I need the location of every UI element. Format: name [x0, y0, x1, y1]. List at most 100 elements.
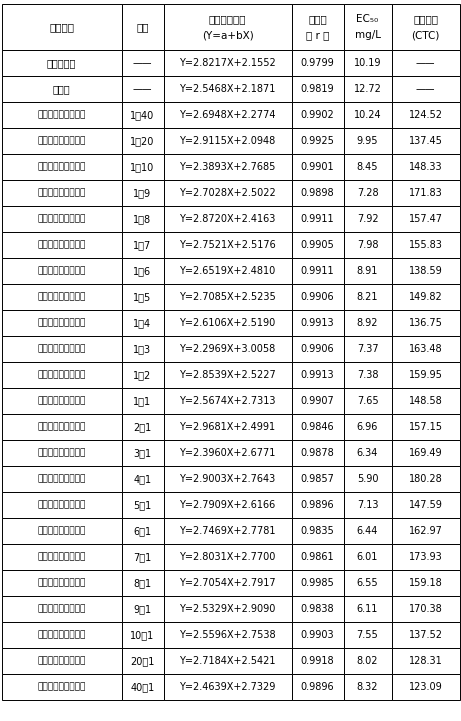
Text: Y=2.7054X+2.7917: Y=2.7054X+2.7917 [179, 578, 276, 588]
Bar [1, 232, 122, 258]
Text: Y=2.7028X+2.5022: Y=2.7028X+2.5022 [179, 188, 276, 198]
Text: 163.48: 163.48 [409, 344, 442, 354]
Text: 0.9846: 0.9846 [301, 422, 334, 432]
Text: 1：3: 1：3 [133, 344, 152, 354]
Text: (Y=a+bX): (Y=a+bX) [201, 30, 254, 40]
Text: 0.9896: 0.9896 [301, 500, 334, 510]
Text: 0.9911: 0.9911 [301, 266, 334, 276]
Text: 20：1: 20：1 [130, 656, 155, 666]
Text: 共毒系数: 共毒系数 [413, 14, 438, 24]
Text: 7.92: 7.92 [357, 214, 378, 224]
Text: 5：1: 5：1 [133, 500, 152, 510]
Bar [391, 310, 460, 336]
Text: 甲氧虫酰肼：吡丙醚: 甲氧虫酰肼：吡丙醚 [37, 423, 86, 431]
Text: EC₅₀: EC₅₀ [356, 14, 378, 24]
Bar [122, 76, 164, 102]
Bar [343, 544, 391, 570]
Text: 7.98: 7.98 [357, 240, 378, 250]
Text: 0.9903: 0.9903 [301, 630, 334, 640]
Text: 8.45: 8.45 [357, 162, 378, 172]
Text: 1：7: 1：7 [133, 240, 152, 250]
Bar [343, 206, 391, 232]
Text: 8.02: 8.02 [357, 656, 378, 666]
Bar [391, 492, 460, 518]
Text: 数 r 值: 数 r 值 [306, 30, 329, 40]
Bar [391, 544, 460, 570]
Text: 甲氧虫酰肼：吡丙醚: 甲氧虫酰肼：吡丙醚 [37, 578, 86, 588]
Bar [343, 180, 391, 206]
Bar [164, 258, 291, 284]
Text: 3：1: 3：1 [133, 448, 152, 458]
Text: 173.93: 173.93 [408, 552, 443, 562]
Bar [291, 154, 343, 180]
Bar [164, 336, 291, 362]
Text: 6：1: 6：1 [133, 526, 152, 536]
Bar [391, 570, 460, 596]
Text: 配比: 配比 [136, 22, 149, 32]
Bar [391, 388, 460, 414]
Bar [291, 362, 343, 388]
Bar [164, 544, 291, 570]
Bar [122, 258, 164, 284]
Bar [291, 50, 343, 76]
Bar [1, 128, 122, 154]
Bar [343, 466, 391, 492]
Text: 8.92: 8.92 [357, 318, 378, 328]
Text: 7：1: 7：1 [133, 552, 152, 562]
Bar [391, 180, 460, 206]
Text: 处理名称: 处理名称 [49, 22, 74, 32]
Bar [1, 570, 122, 596]
Bar [164, 284, 291, 310]
Text: Y=2.3893X+2.7685: Y=2.3893X+2.7685 [179, 162, 276, 172]
Bar [343, 50, 391, 76]
Bar [164, 674, 291, 700]
Text: 155.83: 155.83 [408, 240, 443, 250]
Bar [391, 466, 460, 492]
Bar [343, 648, 391, 674]
Bar [164, 622, 291, 648]
Text: 0.9861: 0.9861 [301, 552, 334, 562]
Bar [343, 596, 391, 622]
Text: Y=2.6519X+2.4810: Y=2.6519X+2.4810 [179, 266, 276, 276]
Bar [391, 674, 460, 700]
Bar [164, 50, 291, 76]
Text: Y=2.7184X+2.5421: Y=2.7184X+2.5421 [179, 656, 276, 666]
Bar [291, 648, 343, 674]
Text: 0.9906: 0.9906 [301, 344, 334, 354]
Bar [164, 206, 291, 232]
Bar [291, 4, 343, 50]
Text: 6.01: 6.01 [357, 552, 378, 562]
Bar [1, 414, 122, 440]
Text: Y=2.8031X+2.7700: Y=2.8031X+2.7700 [179, 552, 276, 562]
Text: (CTC): (CTC) [411, 30, 440, 40]
Bar [343, 518, 391, 544]
Bar [343, 336, 391, 362]
Bar [122, 414, 164, 440]
Text: 0.9906: 0.9906 [301, 292, 334, 302]
Bar [1, 492, 122, 518]
Bar [164, 648, 291, 674]
Bar [1, 50, 122, 76]
Text: 9.95: 9.95 [357, 136, 378, 146]
Text: 6.44: 6.44 [357, 526, 378, 536]
Bar [343, 414, 391, 440]
Text: 0.9913: 0.9913 [301, 370, 334, 380]
Text: 甲氧虫酰肼: 甲氧虫酰肼 [47, 58, 76, 68]
Bar [1, 76, 122, 102]
Text: 9：1: 9：1 [133, 604, 152, 614]
Bar [291, 440, 343, 466]
Bar [122, 544, 164, 570]
Text: 147.59: 147.59 [408, 500, 443, 510]
Text: Y=2.5674X+2.7313: Y=2.5674X+2.7313 [179, 396, 276, 406]
Text: 7.65: 7.65 [357, 396, 378, 406]
Text: 0.9835: 0.9835 [301, 526, 334, 536]
Bar [1, 622, 122, 648]
Text: 甲氧虫酰肼：吡丙醚: 甲氧虫酰肼：吡丙醚 [37, 345, 86, 353]
Text: 相关系: 相关系 [308, 14, 327, 24]
Text: 1：6: 1：6 [133, 266, 152, 276]
Bar [122, 232, 164, 258]
Bar [291, 180, 343, 206]
Bar [343, 570, 391, 596]
Text: 0.9913: 0.9913 [301, 318, 334, 328]
Bar [1, 518, 122, 544]
